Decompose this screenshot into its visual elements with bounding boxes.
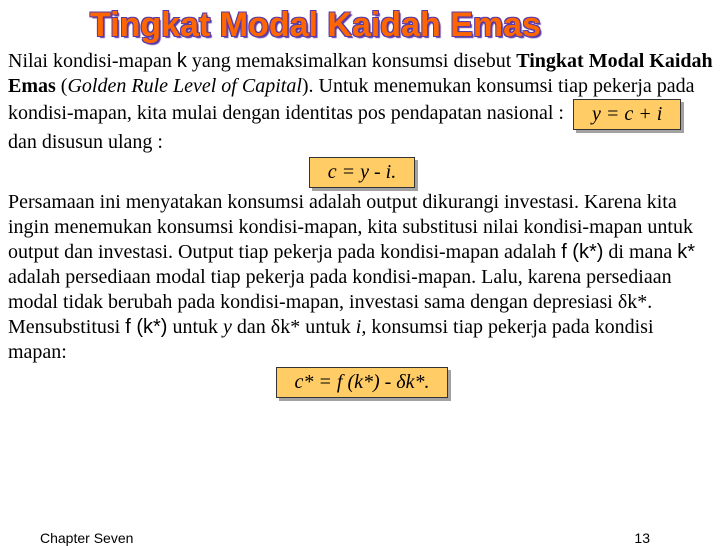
equation-row-3: c* = f (k*) - δk*.	[8, 367, 716, 398]
slide-title: Tingkat Modal Kaidah Emas	[0, 0, 720, 49]
var-y: y	[223, 316, 232, 338]
var-i: i,	[356, 316, 367, 338]
text-run: dan disusun ulang :	[8, 131, 163, 153]
fn-fk: f (k*)	[561, 241, 603, 263]
text-run: dan δk* untuk	[232, 316, 356, 338]
text-run: yang memaksimalkan konsumsi disebut	[187, 50, 516, 72]
text-run: di mana	[603, 241, 677, 263]
term-italic: Golden Rule Level of Capital	[67, 75, 301, 97]
equation-row-2: c = y - i.	[8, 157, 716, 188]
variable-k: k	[177, 50, 187, 72]
equation-box-1: y = c + i	[573, 99, 681, 130]
text-run: untuk	[167, 316, 223, 338]
equation-3: c* = f (k*) - δk*.	[276, 367, 449, 398]
equation-box-3: c* = f (k*) - δk*.	[276, 367, 449, 398]
fn-fk2: f (k*)	[125, 316, 167, 338]
footer-page-number: 13	[634, 530, 650, 546]
equation-1: y = c + i	[573, 99, 681, 130]
footer-chapter: Chapter Seven	[40, 530, 133, 546]
var-kstar: k*	[677, 241, 695, 263]
text-run: (	[56, 75, 68, 97]
text-run: Nilai kondisi-mapan	[8, 50, 177, 72]
equation-box-2: c = y - i.	[309, 157, 415, 188]
equation-2: c = y - i.	[309, 157, 415, 188]
body-content: Nilai kondisi-mapan k yang memaksimalkan…	[0, 49, 720, 398]
